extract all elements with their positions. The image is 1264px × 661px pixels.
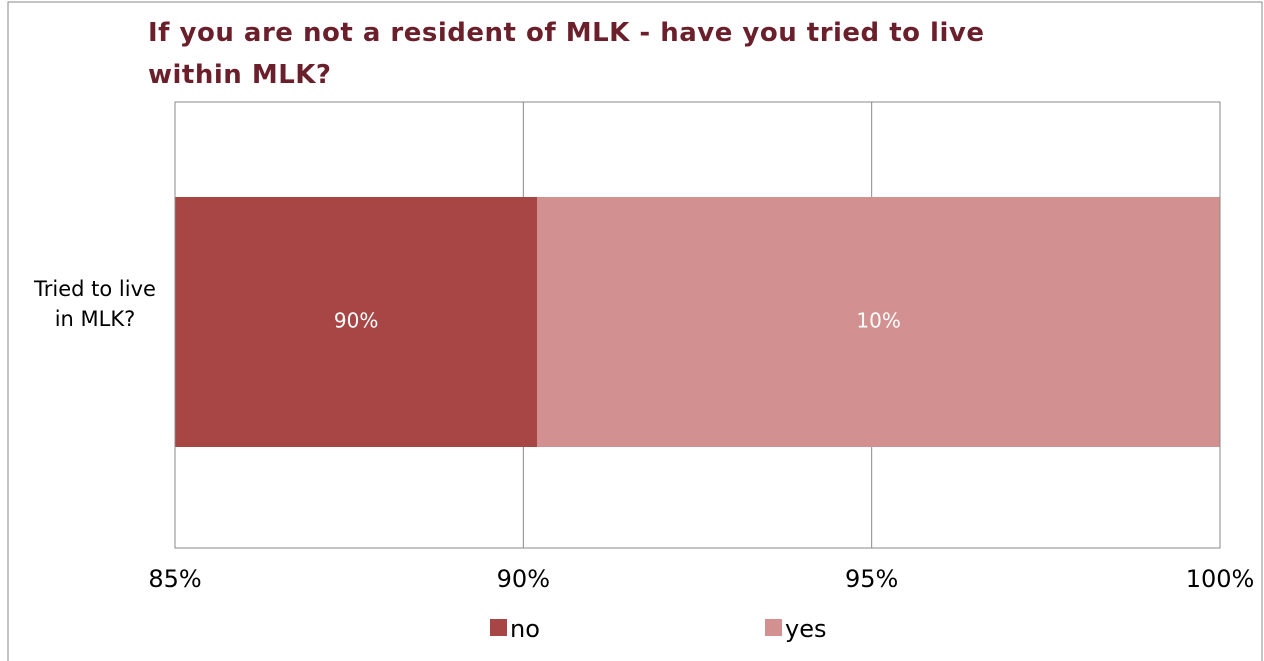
bar-segment <box>537 197 1220 447</box>
legend-swatch <box>765 619 782 636</box>
x-tick-label: 95% <box>845 565 898 593</box>
legend-label: yes <box>785 615 826 643</box>
data-label: 10% <box>856 309 900 333</box>
y-category-label: Tried to live in MLK? <box>34 277 156 331</box>
legend-label: no <box>510 615 540 643</box>
x-tick-label: 100% <box>1186 565 1255 593</box>
data-label: 90% <box>334 309 378 333</box>
chart-title: If you are not a resident of MLK - have … <box>148 18 985 90</box>
x-tick-label: 85% <box>148 565 201 593</box>
chart-frame <box>7 1 1263 661</box>
bar-segment <box>175 197 538 447</box>
legend-swatch <box>490 619 507 636</box>
plot-frame <box>174 101 1221 549</box>
x-tick-label: 90% <box>497 565 550 593</box>
